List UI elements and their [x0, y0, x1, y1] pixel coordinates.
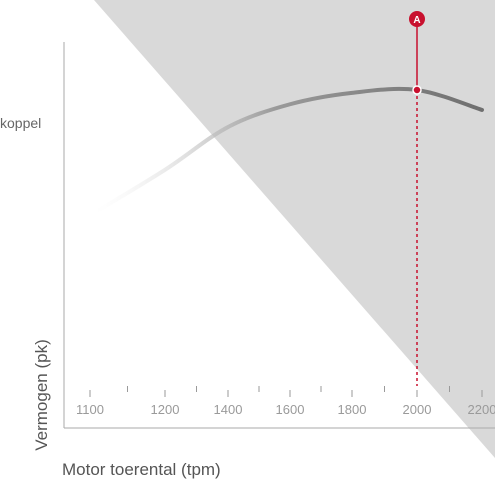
x-tick-label: 2000	[403, 402, 432, 417]
marker-badge	[409, 11, 425, 27]
marker-label: A	[413, 15, 420, 26]
x-tick-label: 1600	[276, 402, 305, 417]
x-axis-title: Motor toerental (tpm)	[62, 460, 221, 479]
x-tick-label: 1200	[151, 402, 180, 417]
x-tick-label: 1800	[338, 402, 367, 417]
x-tick-label: 2200	[468, 402, 495, 417]
shaded-triangle	[94, 0, 495, 458]
x-ticks: 1100 1200 1400 1600 1800 2000 2200	[76, 386, 495, 417]
marker-point	[412, 85, 422, 95]
y-axis-title: Vermogen (pk)	[32, 339, 51, 451]
x-tick-label: 1400	[214, 402, 243, 417]
series-label: koppel	[0, 115, 41, 131]
x-tick-label: 1100	[76, 402, 104, 417]
